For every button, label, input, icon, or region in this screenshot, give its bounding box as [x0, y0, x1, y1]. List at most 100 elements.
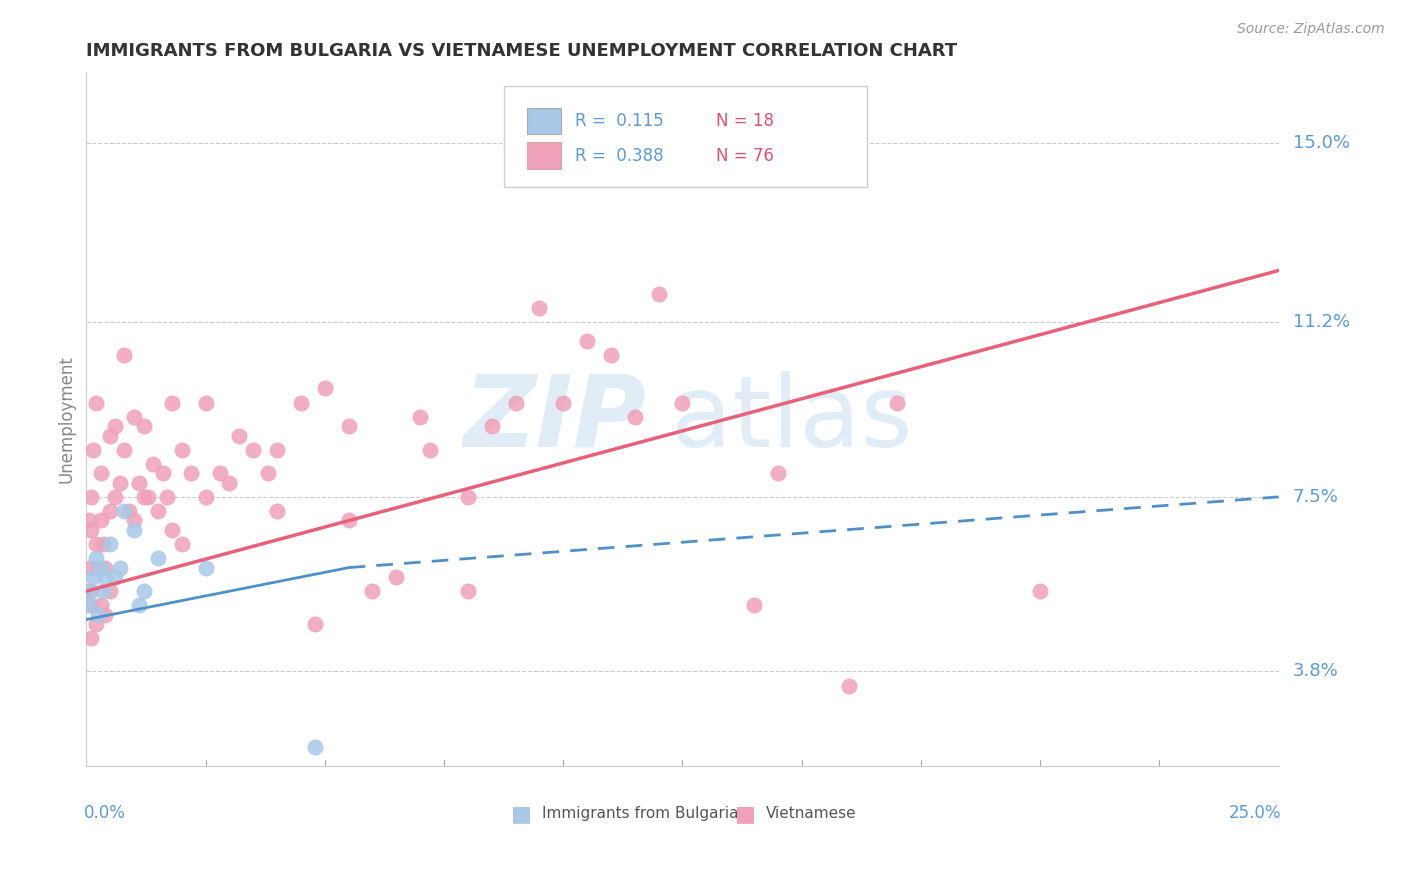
Point: [80, 490, 103, 504]
Point: [90, 599, 112, 613]
Text: R =  0.388: R = 0.388: [575, 146, 664, 165]
Point: [94, 560, 117, 574]
Point: [228, 428, 250, 442]
Point: [886, 395, 908, 409]
Text: Source: ZipAtlas.com: Source: ZipAtlas.com: [1237, 22, 1385, 37]
Point: [505, 395, 527, 409]
Point: [553, 395, 575, 409]
Point: [457, 490, 479, 504]
Point: [94, 607, 117, 622]
FancyBboxPatch shape: [503, 87, 868, 186]
Point: [409, 409, 432, 424]
Point: [98, 537, 121, 551]
Point: [84, 537, 107, 551]
Text: Vietnamese: Vietnamese: [766, 805, 856, 821]
Text: atlas: atlas: [671, 370, 912, 467]
Text: ■: ■: [510, 804, 531, 824]
Point: [128, 475, 150, 490]
Point: [194, 395, 217, 409]
Text: 7.5%: 7.5%: [1294, 488, 1339, 506]
Point: [108, 560, 131, 574]
Point: [1029, 584, 1052, 599]
Text: ■: ■: [735, 804, 756, 824]
Point: [114, 504, 136, 518]
Text: IMMIGRANTS FROM BULGARIA VS VIETNAMESE UNEMPLOYMENT CORRELATION CHART: IMMIGRANTS FROM BULGARIA VS VIETNAMESE U…: [86, 42, 957, 60]
Point: [838, 679, 860, 693]
Point: [122, 409, 145, 424]
Point: [481, 419, 503, 434]
Point: [208, 467, 231, 481]
Point: [242, 442, 264, 457]
Point: [77, 560, 100, 574]
Point: [77, 513, 100, 527]
Point: [314, 381, 336, 395]
Text: 3.8%: 3.8%: [1294, 663, 1339, 681]
Point: [84, 395, 107, 409]
Point: [77, 599, 100, 613]
Point: [385, 570, 408, 584]
Point: [290, 395, 312, 409]
Point: [94, 570, 117, 584]
Point: [194, 560, 217, 574]
Point: [104, 490, 127, 504]
Point: [87, 607, 110, 622]
Text: 0.0%: 0.0%: [84, 804, 125, 822]
Text: ZIP: ZIP: [464, 370, 647, 467]
Point: [671, 395, 693, 409]
Point: [337, 419, 360, 434]
Point: [647, 287, 669, 301]
Text: Immigrants from Bulgaria: Immigrants from Bulgaria: [541, 805, 738, 821]
Point: [529, 301, 551, 316]
Text: N = 18: N = 18: [716, 112, 773, 130]
Y-axis label: Unemployment: Unemployment: [58, 355, 75, 483]
Point: [170, 442, 193, 457]
Point: [90, 467, 112, 481]
Point: [623, 409, 645, 424]
Point: [576, 334, 599, 349]
Point: [90, 560, 112, 574]
Text: 25.0%: 25.0%: [1229, 804, 1281, 822]
Point: [304, 617, 326, 632]
Point: [82, 570, 104, 584]
Point: [90, 513, 112, 527]
Point: [142, 457, 165, 471]
Point: [337, 513, 360, 527]
FancyBboxPatch shape: [527, 108, 561, 134]
Point: [266, 504, 288, 518]
Text: N = 76: N = 76: [716, 146, 773, 165]
Point: [156, 490, 179, 504]
Point: [180, 467, 202, 481]
Point: [766, 467, 789, 481]
Point: [132, 490, 155, 504]
Point: [256, 467, 278, 481]
Point: [84, 617, 107, 632]
Text: R =  0.115: R = 0.115: [575, 112, 664, 130]
Point: [80, 599, 103, 613]
Point: [104, 419, 127, 434]
Text: 15.0%: 15.0%: [1294, 134, 1350, 153]
Point: [98, 428, 121, 442]
Point: [136, 490, 159, 504]
Point: [457, 584, 479, 599]
Point: [98, 504, 121, 518]
Point: [160, 523, 183, 537]
Point: [108, 475, 131, 490]
Text: 11.2%: 11.2%: [1294, 313, 1350, 332]
Point: [160, 395, 183, 409]
Point: [118, 504, 141, 518]
Point: [77, 584, 100, 599]
Point: [82, 442, 104, 457]
Point: [600, 348, 623, 362]
Point: [80, 584, 103, 599]
Point: [419, 442, 441, 457]
Point: [104, 570, 127, 584]
Point: [84, 551, 107, 566]
Point: [742, 599, 765, 613]
Point: [132, 419, 155, 434]
Point: [304, 739, 326, 754]
FancyBboxPatch shape: [527, 143, 561, 169]
Point: [218, 475, 240, 490]
Point: [80, 523, 103, 537]
Point: [132, 584, 155, 599]
Point: [146, 504, 169, 518]
